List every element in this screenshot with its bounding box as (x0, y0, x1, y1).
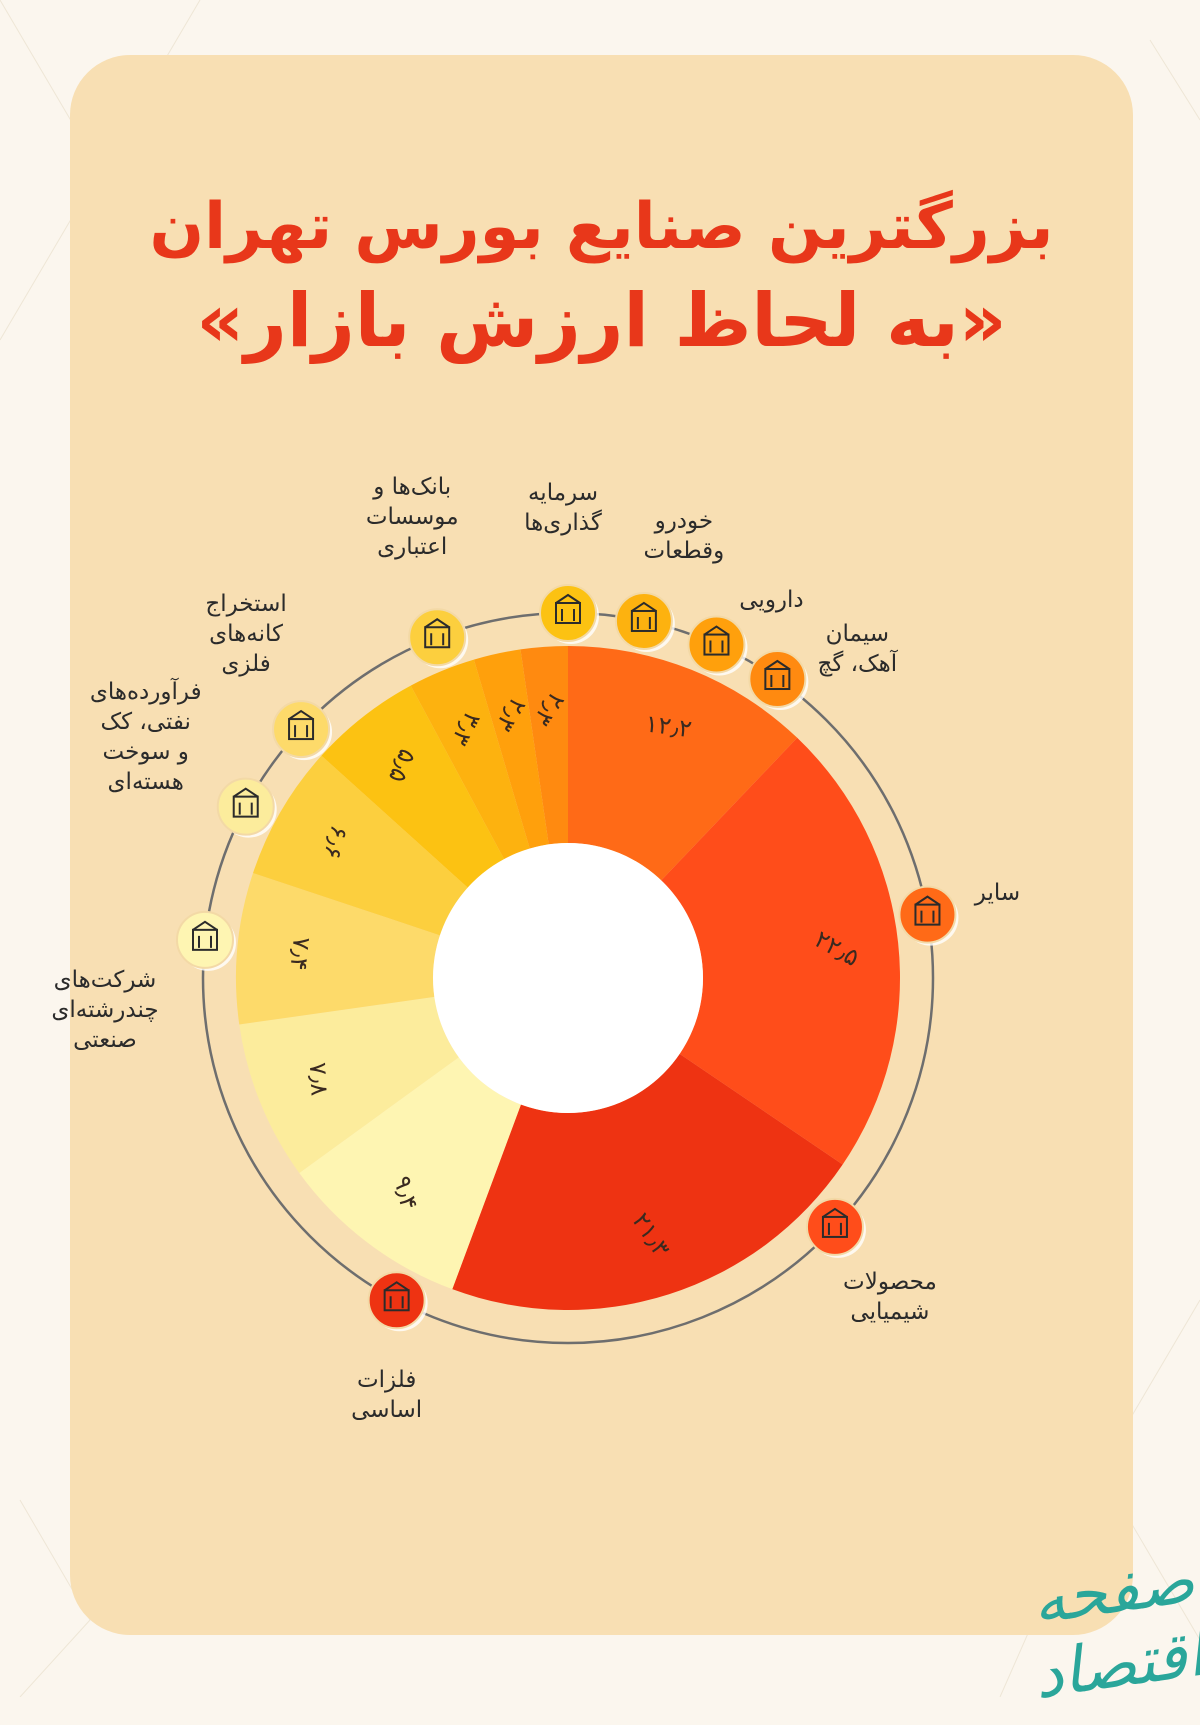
category-label-1: محصولات شیمیایی (843, 1268, 937, 1325)
slices-group (236, 646, 900, 1310)
other-icon (898, 885, 959, 946)
donut-hole (433, 843, 703, 1113)
category-label-4: فرآورده‌های نفتی، کک و سوخت هسته‌ای (89, 678, 202, 795)
category-label-8: خودرو وقطعات (643, 507, 725, 564)
mine-icon (272, 700, 333, 761)
category-label-3: شرکت‌های چندرشته‌ای صنعتی (51, 966, 159, 1053)
quote-open: « (958, 278, 1007, 364)
investment-icon (539, 584, 599, 644)
slice-0 (568, 646, 798, 881)
title-line-2: «به لحاظ ارزش بازار» (70, 269, 1133, 373)
slice-6 (253, 755, 468, 936)
quote-close: » (196, 278, 245, 364)
car-icon (614, 591, 675, 652)
slice-5 (236, 873, 440, 1025)
cement-icon (748, 650, 809, 711)
bank-icon (408, 608, 469, 669)
category-label-2: فلزات اساسی (351, 1367, 423, 1424)
slice-3 (299, 1057, 521, 1290)
chemical-flask-icon (805, 1197, 866, 1258)
slice-9 (473, 649, 549, 849)
slice-1 (661, 737, 900, 1165)
slice-2 (452, 1053, 843, 1310)
title-block: بزرگترین صنایع بورس تهران «به لحاظ ارزش … (70, 185, 1133, 373)
category-label-6: بانک‌ها و موسسات اعتباری (365, 474, 459, 561)
value-label-4: ۷٫۸ (304, 1062, 334, 1097)
category-label-5: استخراج کانه‌های فلزی (205, 591, 287, 678)
slice-7 (321, 685, 505, 888)
oil-refinery-icon (216, 777, 277, 838)
category-label-10: سیمان آهک، گچ (817, 621, 898, 677)
title-line-1: بزرگترین صنایع بورس تهران (149, 190, 1054, 264)
slice-8 (410, 659, 530, 860)
title-line-2-text: به لحاظ ارزش بازار (244, 278, 959, 364)
value-label-0: ۱۲٫۲ (644, 709, 694, 743)
slice-4 (239, 996, 459, 1173)
icon-badges-group (175, 584, 959, 1332)
factory-icon (175, 910, 236, 971)
category-label-9: دارویی (739, 586, 804, 613)
slice-10 (520, 646, 568, 845)
category-label-0: سایر (974, 879, 1021, 906)
category-label-7: سرمایه گذاری‌ها (524, 480, 602, 536)
value-label-5: ۷٫۴ (284, 935, 316, 971)
metal-bars-icon (367, 1271, 428, 1332)
pharma-icon (687, 615, 748, 676)
